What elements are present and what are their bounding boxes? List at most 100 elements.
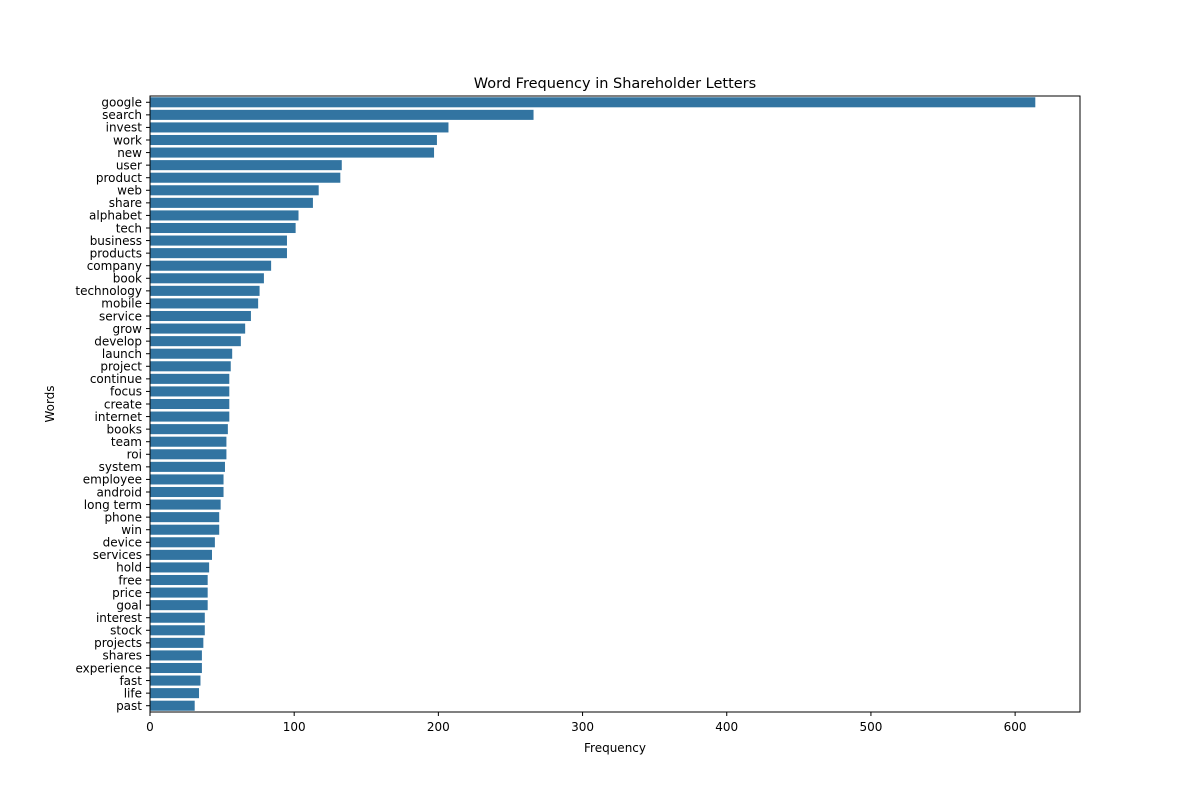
y-tick-label: interest bbox=[96, 611, 142, 625]
bar-book bbox=[150, 273, 264, 284]
y-tick-label: focus bbox=[110, 385, 142, 399]
x-axis-label: Frequency bbox=[584, 741, 646, 755]
bar-project bbox=[150, 361, 231, 372]
x-tick-label: 100 bbox=[283, 720, 306, 734]
y-tick-label: price bbox=[112, 586, 142, 600]
y-tick-label: develop bbox=[94, 334, 142, 348]
bar-user bbox=[150, 160, 342, 171]
bar-long-term bbox=[150, 499, 221, 510]
bars-group bbox=[150, 97, 1036, 711]
bar-search bbox=[150, 109, 534, 120]
x-tick-label: 500 bbox=[859, 720, 882, 734]
bar-technology bbox=[150, 285, 260, 296]
y-tick-label: employee bbox=[83, 473, 142, 487]
bar-invest bbox=[150, 122, 449, 133]
y-tick-label: technology bbox=[75, 284, 142, 298]
bar-grow bbox=[150, 323, 246, 334]
bar-books bbox=[150, 424, 228, 435]
y-tick-label: tech bbox=[116, 221, 142, 235]
y-tick-label: shares bbox=[102, 649, 142, 663]
bar-past bbox=[150, 700, 195, 711]
bar-launch bbox=[150, 348, 233, 359]
y-tick-label: invest bbox=[106, 121, 143, 135]
bar-tech bbox=[150, 222, 296, 234]
y-tick-label: fast bbox=[119, 674, 142, 688]
y-axis-ticks: googlesearchinvestworknewuserproductwebs… bbox=[75, 96, 150, 713]
bar-goal bbox=[150, 600, 208, 611]
bar-experience bbox=[150, 662, 202, 674]
y-tick-label: past bbox=[116, 699, 142, 713]
bar-new bbox=[150, 147, 435, 158]
bar-hold bbox=[150, 562, 210, 573]
y-tick-label: win bbox=[121, 523, 142, 537]
bar-device bbox=[150, 537, 215, 548]
y-tick-label: phone bbox=[104, 510, 142, 524]
bar-mobile bbox=[150, 298, 259, 309]
y-tick-label: project bbox=[100, 360, 142, 374]
y-tick-label: device bbox=[103, 536, 142, 550]
chart-title: Word Frequency in Shareholder Letters bbox=[474, 76, 756, 92]
bar-product bbox=[150, 172, 341, 183]
y-tick-label: create bbox=[104, 397, 142, 411]
bar-fast bbox=[150, 675, 201, 686]
y-tick-label: services bbox=[93, 548, 142, 562]
y-tick-label: grow bbox=[113, 322, 143, 336]
y-tick-label: work bbox=[113, 133, 142, 147]
y-tick-label: projects bbox=[94, 636, 142, 650]
bar-business bbox=[150, 235, 287, 246]
bar-win bbox=[150, 524, 220, 535]
y-tick-label: user bbox=[116, 158, 142, 172]
y-tick-label: team bbox=[111, 435, 142, 449]
y-tick-label: products bbox=[90, 246, 142, 260]
y-tick-label: google bbox=[101, 96, 142, 110]
y-tick-label: company bbox=[87, 259, 142, 273]
y-tick-label: book bbox=[113, 272, 142, 286]
bar-price bbox=[150, 587, 208, 598]
y-tick-label: new bbox=[117, 146, 142, 160]
y-tick-label: android bbox=[96, 485, 142, 499]
bar-products bbox=[150, 248, 287, 259]
x-tick-label: 400 bbox=[715, 720, 738, 734]
bar-google bbox=[150, 97, 1036, 108]
bar-services bbox=[150, 549, 212, 560]
bar-roi bbox=[150, 449, 227, 460]
bar-alphabet bbox=[150, 210, 299, 221]
x-tick-label: 0 bbox=[146, 720, 154, 734]
y-tick-label: experience bbox=[75, 661, 142, 675]
y-axis-label: Words bbox=[43, 385, 57, 422]
x-axis-ticks: 0 100 200 300 400 500 600 bbox=[146, 712, 1027, 734]
bar-develop bbox=[150, 336, 241, 347]
bar-employee bbox=[150, 474, 224, 485]
bar-continue bbox=[150, 373, 230, 384]
bar-system bbox=[150, 461, 225, 472]
bar-stock bbox=[150, 625, 205, 636]
bar-share bbox=[150, 197, 313, 208]
bar-android bbox=[150, 486, 224, 498]
y-tick-label: hold bbox=[116, 561, 142, 575]
x-tick-label: 200 bbox=[427, 720, 450, 734]
y-tick-label: goal bbox=[116, 598, 142, 612]
bar-service bbox=[150, 310, 251, 322]
bar-work bbox=[150, 134, 437, 146]
bar-create bbox=[150, 398, 230, 410]
bar-life bbox=[150, 688, 200, 699]
y-tick-label: business bbox=[90, 234, 142, 248]
bar-company bbox=[150, 260, 272, 271]
y-tick-label: mobile bbox=[101, 297, 142, 311]
y-tick-label: product bbox=[96, 171, 142, 185]
bar-phone bbox=[150, 512, 220, 523]
y-tick-label: web bbox=[117, 184, 142, 198]
y-tick-label: life bbox=[124, 686, 142, 700]
y-tick-label: long term bbox=[84, 498, 142, 512]
y-tick-label: launch bbox=[102, 347, 142, 361]
x-tick-label: 300 bbox=[571, 720, 594, 734]
bar-focus bbox=[150, 386, 230, 397]
y-tick-label: books bbox=[106, 422, 142, 436]
x-tick-label: 600 bbox=[1004, 720, 1027, 734]
bar-projects bbox=[150, 637, 204, 648]
y-tick-label: service bbox=[99, 309, 142, 323]
y-tick-label: continue bbox=[90, 372, 142, 386]
y-tick-label: alphabet bbox=[89, 209, 142, 223]
y-tick-label: stock bbox=[110, 624, 142, 638]
